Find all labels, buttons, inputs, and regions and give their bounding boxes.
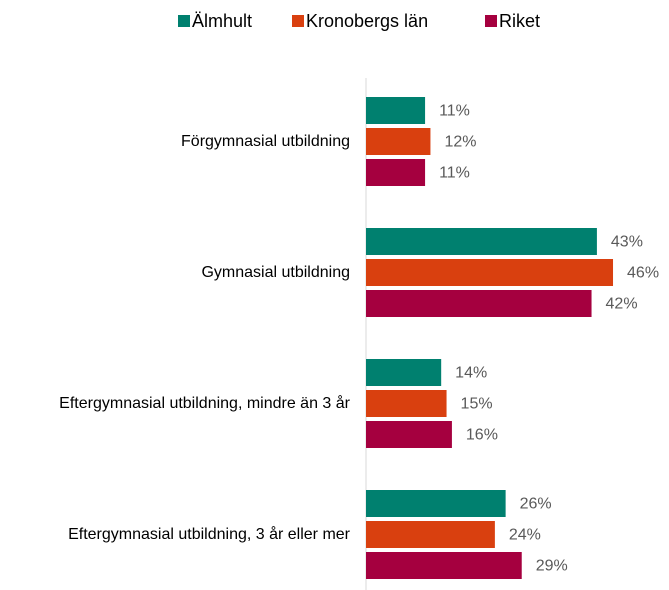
bar <box>366 159 426 186</box>
value-label: 15% <box>461 396 493 413</box>
bar <box>366 390 447 417</box>
legend-swatch <box>485 15 497 27</box>
category-label: Eftergymnasial utbildning, 3 år eller me… <box>5 505 350 565</box>
value-label: 14% <box>455 365 487 382</box>
value-label: 43% <box>611 234 643 251</box>
bar <box>366 97 426 124</box>
bar <box>366 552 522 579</box>
value-label: 29% <box>536 558 568 575</box>
bar <box>366 359 442 386</box>
legend-swatch <box>292 15 304 27</box>
value-label: 42% <box>606 296 638 313</box>
bar <box>366 290 592 317</box>
bar <box>366 421 452 448</box>
value-label: 16% <box>466 427 498 444</box>
bar <box>366 490 506 517</box>
legend-label: Älmhult <box>192 11 252 31</box>
category-text: Förgymnasial utbildning <box>181 132 350 150</box>
bar <box>366 228 597 255</box>
value-label: 26% <box>520 496 552 513</box>
legend-label: Riket <box>499 11 540 31</box>
bar <box>366 259 614 286</box>
category-label: Gymnasial utbildning <box>5 243 350 303</box>
value-label: 12% <box>444 134 476 151</box>
value-label: 24% <box>509 527 541 544</box>
bar <box>366 521 495 548</box>
bar <box>366 128 431 155</box>
category-text: Eftergymnasial utbildning, mindre än 3 å… <box>59 394 350 412</box>
value-label: 11% <box>439 103 470 120</box>
category-text: Gymnasial utbildning <box>201 263 350 281</box>
legend-label: Kronobergs län <box>306 11 428 31</box>
category-label: Eftergymnasial utbildning, mindre än 3 å… <box>5 374 350 434</box>
category-label: Förgymnasial utbildning <box>5 112 350 172</box>
legend-swatch <box>178 15 190 27</box>
category-text: Eftergymnasial utbildning, 3 år eller me… <box>68 525 350 543</box>
value-label: 11% <box>439 165 470 182</box>
value-label: 46% <box>627 265 659 282</box>
